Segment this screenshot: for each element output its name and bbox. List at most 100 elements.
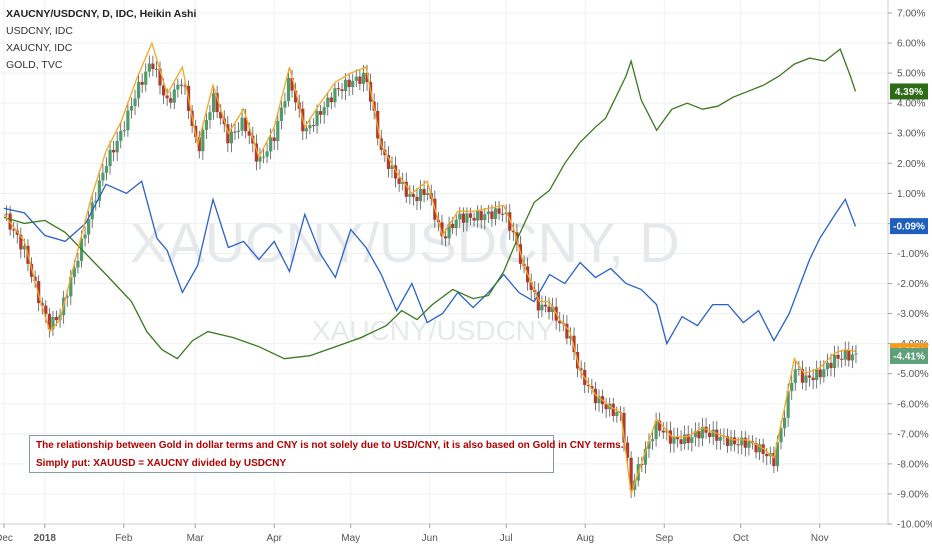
candle-body — [418, 189, 423, 202]
candle-body — [483, 214, 487, 221]
candle-body — [490, 211, 494, 219]
candle-body — [229, 131, 233, 144]
candle-body — [351, 80, 355, 88]
candle-body — [572, 335, 576, 352]
candle-body — [247, 131, 251, 136]
candle-body — [740, 437, 744, 446]
candle-body — [650, 439, 655, 442]
candle-body — [333, 88, 337, 103]
candle-body — [775, 442, 780, 467]
candle-body — [101, 172, 105, 181]
x-tick-label: Jun — [422, 533, 438, 544]
candle-body — [151, 63, 155, 70]
candle-body — [493, 208, 498, 219]
x-tick-label: Nov — [811, 533, 829, 544]
legend-gold[interactable]: GOLD, TVC — [6, 59, 63, 71]
candle-body — [354, 76, 358, 81]
candle-body — [679, 439, 683, 444]
candle-body — [272, 137, 276, 142]
candle-body — [772, 453, 776, 467]
candle-body — [822, 369, 826, 378]
candle-body — [686, 434, 690, 443]
y-tick-label: -6.00% — [897, 399, 929, 410]
candle-body — [622, 412, 626, 443]
candle-body — [4, 213, 9, 215]
x-tick-label: Sep — [655, 533, 673, 544]
candle-body — [550, 306, 555, 313]
candle-body — [711, 429, 715, 438]
candle-body — [782, 417, 787, 429]
candle-body — [344, 79, 348, 92]
x-axis-ticks[interactable]: Dec 2018 Feb Mar Apr May Jun Jul Aug Sep Oct Nov — [0, 524, 829, 544]
candle-body — [743, 437, 747, 448]
candle-body — [454, 219, 458, 229]
candle-body — [426, 193, 430, 196]
legend-main-series[interactable]: XAUCNY/USDCNY, D, IDC, Heikin Ashi — [6, 8, 197, 20]
candle-body — [422, 189, 426, 196]
x-tick-label: Dec — [0, 533, 13, 544]
candle-body — [850, 354, 854, 361]
candle-body — [361, 72, 366, 84]
candle-body — [129, 106, 134, 111]
x-tick-label: Aug — [576, 533, 594, 544]
candle-body — [390, 165, 394, 170]
y-tick-label: -10.00% — [897, 520, 932, 531]
annotation-box[interactable] — [29, 435, 554, 473]
candle-body — [144, 71, 148, 85]
candle-body — [404, 181, 408, 197]
candle-body — [283, 101, 287, 108]
candle-body — [465, 213, 469, 223]
candle-body — [115, 140, 119, 153]
candle-body — [112, 149, 116, 153]
candle-body — [700, 426, 705, 439]
candle-body — [447, 223, 451, 239]
candle-body — [72, 267, 76, 278]
last-value-tags: 4.39%-0.09%-4.25%-4.41% — [890, 83, 928, 364]
candle-body — [461, 213, 465, 223]
candle-body — [804, 375, 808, 383]
legend-xaucny[interactable]: XAUCNY, IDC — [6, 42, 73, 54]
series-line-xaucny[interactable] — [3, 48, 857, 360]
heikin-ashi-candles — [4, 55, 858, 499]
candle-body — [401, 181, 405, 184]
candle-body — [683, 434, 687, 444]
candle-body — [408, 194, 412, 197]
candle-body — [536, 292, 540, 311]
candle-body — [133, 98, 137, 107]
y-tick-label: -9.00% — [897, 489, 929, 500]
candle-body — [847, 350, 851, 361]
candle-body — [197, 137, 201, 152]
candle-body — [668, 430, 672, 444]
candle-body — [729, 437, 733, 446]
candle-body — [733, 437, 737, 445]
candle-body — [611, 403, 615, 416]
candle-body — [565, 323, 569, 339]
x-tick-label: Oct — [733, 533, 749, 544]
tag-bg — [890, 347, 928, 364]
series-line-gold[interactable] — [3, 41, 856, 495]
candle-body — [497, 208, 501, 214]
candle-body — [415, 196, 419, 202]
candle-body — [511, 230, 515, 233]
candle-body — [329, 97, 333, 103]
candle-body — [244, 117, 248, 132]
candle-body — [54, 316, 59, 321]
candle-body — [108, 149, 112, 167]
candle-body — [294, 90, 298, 103]
candle-body — [715, 429, 719, 441]
candle-body — [279, 107, 283, 121]
candle-body — [336, 88, 341, 90]
x-tick-label: Apr — [266, 533, 282, 544]
candle-body — [261, 156, 266, 158]
candle-body — [658, 420, 662, 431]
candle-body — [240, 117, 244, 131]
legend-usdcny[interactable]: USDCNY, IDC — [6, 25, 73, 37]
series-line-usdcny[interactable] — [3, 180, 857, 346]
candle-body — [579, 368, 583, 370]
candle-body — [597, 396, 601, 404]
last-value-tag-usdcny: -0.09% — [890, 218, 928, 235]
y-axis-ticks[interactable]: 7.00%6.00%5.00%4.00%3.00%2.00%1.00%0.00%… — [888, 9, 932, 531]
y-tick-label: 3.00% — [897, 129, 925, 140]
candle-body — [629, 457, 633, 490]
